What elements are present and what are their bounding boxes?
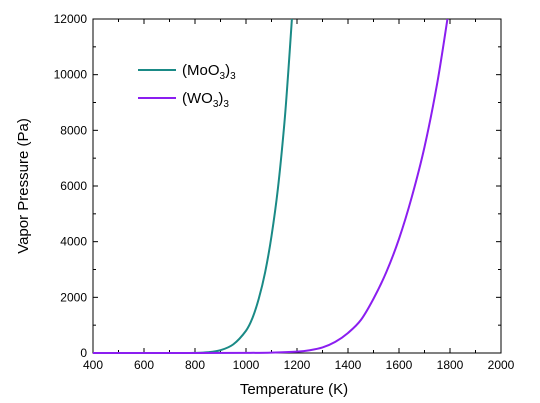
legend-subscript: 3: [223, 99, 229, 110]
y-tick-label: 2000: [60, 290, 87, 304]
y-tick-label: 0: [80, 346, 87, 360]
x-tick-label: 600: [134, 358, 154, 372]
x-tick-label: 1000: [233, 358, 260, 372]
legend-text: ): [218, 90, 223, 107]
legend-label-0: (MoO3)3: [182, 62, 236, 82]
legend-subscript: 3: [230, 71, 236, 82]
x-tick-label: 1400: [335, 358, 362, 372]
legend-text: (WO: [182, 90, 213, 107]
y-tick-label: 8000: [60, 123, 87, 137]
x-tick-label: 400: [83, 358, 103, 372]
legend-subscript: 3: [220, 71, 226, 82]
series-line-1: [92, 18, 449, 355]
y-axis-title: Vapor Pressure (Pa): [15, 118, 32, 254]
x-tick-label: 1600: [386, 358, 413, 372]
y-tick-label: 10000: [54, 68, 88, 82]
legend-label-1: (WO3)3: [182, 90, 229, 110]
x-axis-title: Temperature (K): [240, 381, 348, 398]
x-tick-label: 1800: [437, 358, 464, 372]
x-tick-label: 1200: [284, 358, 311, 372]
x-tick-label: 2000: [488, 358, 515, 372]
legend-text: (MoO: [182, 62, 220, 79]
y-tick-label: 6000: [60, 179, 87, 193]
legend-text: ): [225, 62, 230, 79]
legend-subscript: 3: [213, 99, 219, 110]
y-tick-label: 12000: [54, 12, 88, 26]
x-tick-label: 800: [185, 358, 205, 372]
y-tick-label: 4000: [60, 235, 87, 249]
